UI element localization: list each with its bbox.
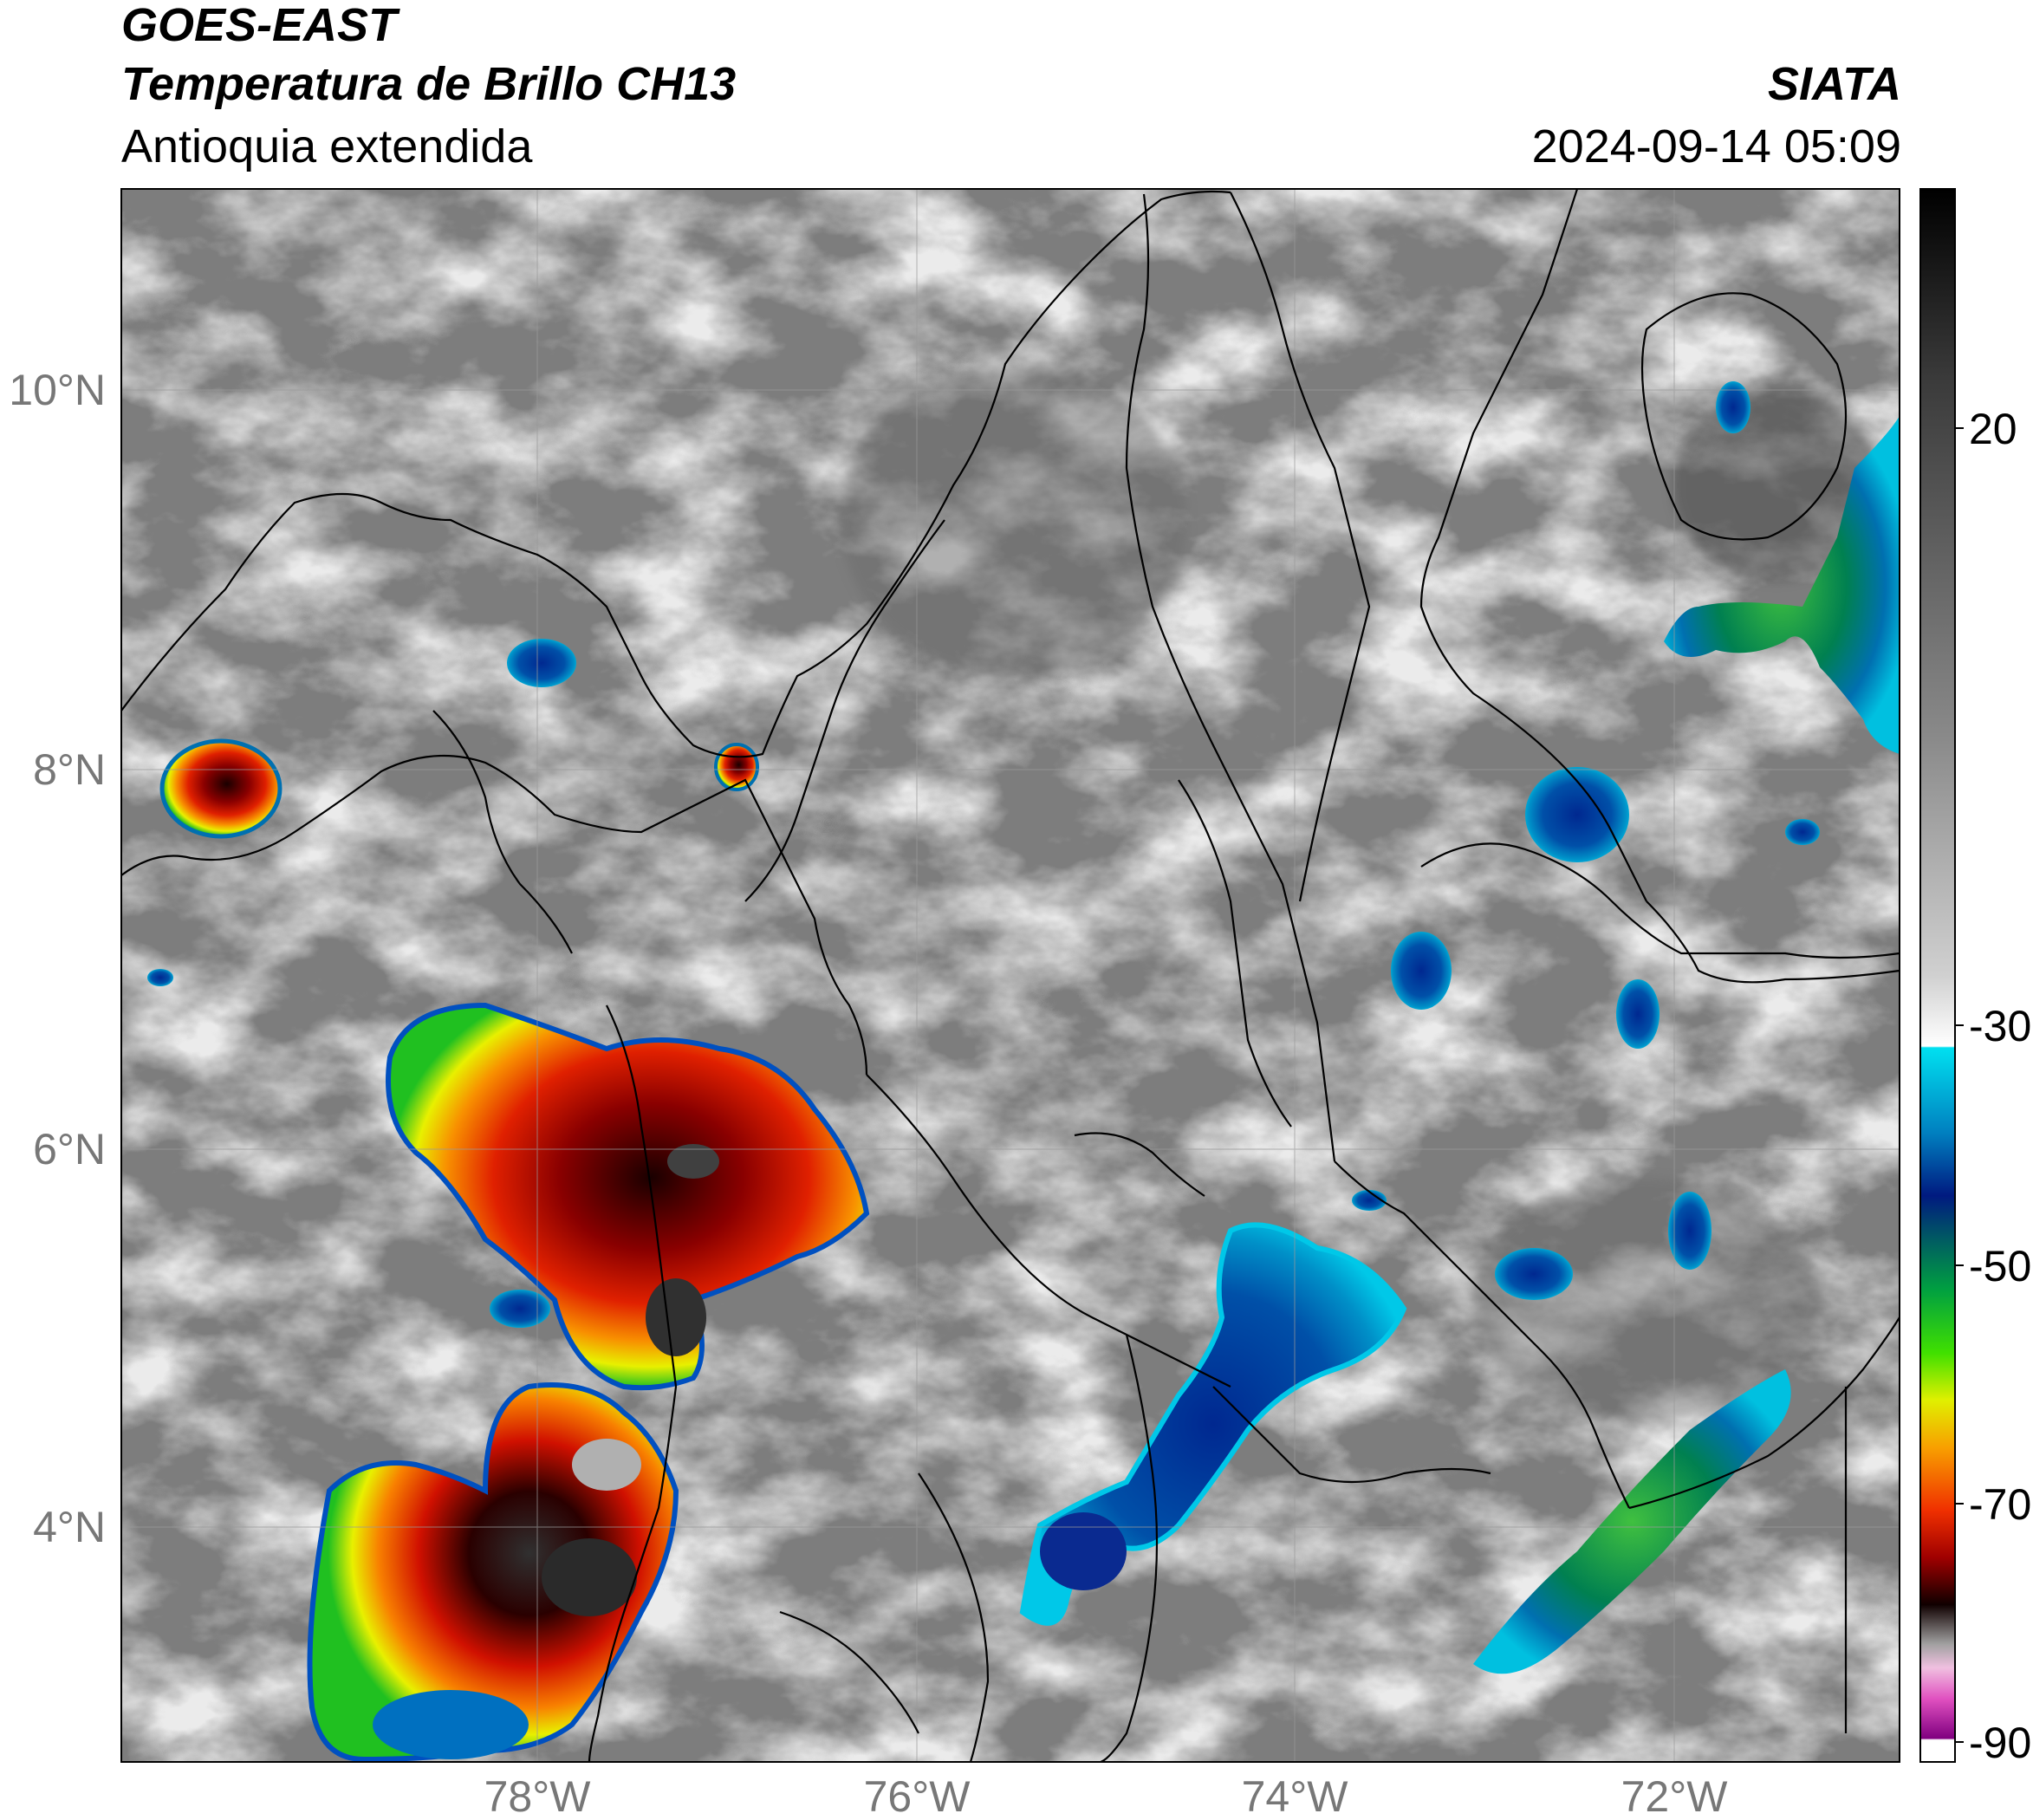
colorbar-tick-label: -70 — [1969, 1480, 2031, 1529]
lat-tick-label: 4°N — [33, 1503, 106, 1551]
lon-tick-label: 74°W — [1242, 1772, 1349, 1820]
convective-cells — [147, 381, 1900, 1762]
agency-label: SIATA — [1768, 58, 1901, 110]
colorbar-tick-label: -30 — [1969, 1002, 2031, 1050]
colorbar: 20 -30 -50 -70 -90 — [1919, 188, 2031, 1767]
lon-tick-label: 76°W — [864, 1772, 971, 1820]
timestamp-label: 2024-09-14 05:09 — [1531, 120, 1901, 172]
satellite-title: GOES-EAST — [121, 0, 398, 51]
lat-tick-label: 8°N — [33, 745, 106, 794]
colorbar-tick-label: -90 — [1969, 1719, 2031, 1767]
brightness-temperature-field — [121, 189, 1900, 1762]
lat-tick-label: 10°N — [9, 366, 106, 414]
colorbar-tick-label: -50 — [1969, 1242, 2031, 1290]
region-subtitle: Antioquia extendida — [121, 120, 533, 172]
borders — [121, 189, 1900, 1762]
colorbar-scale — [1919, 188, 1956, 1763]
lat-axis: 10°N 8°N 6°N 4°N — [9, 366, 106, 1551]
graticule — [121, 189, 1900, 1762]
colorbar-tick-label: 20 — [1969, 405, 2017, 453]
lat-tick-label: 6°N — [33, 1125, 106, 1173]
lon-tick-label: 72°W — [1621, 1772, 1729, 1820]
lon-tick-label: 78°W — [484, 1772, 592, 1820]
lon-axis: 78°W 76°W 74°W 72°W — [484, 1772, 1729, 1820]
product-title: Temperatura de Brillo CH13 — [121, 58, 737, 110]
